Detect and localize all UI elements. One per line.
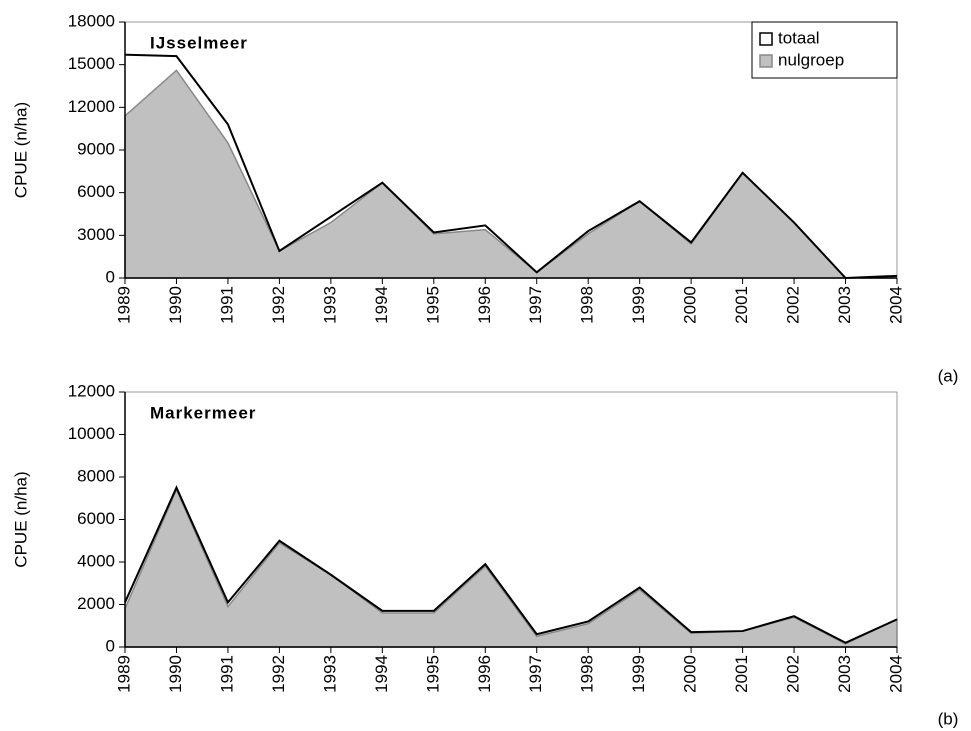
x-tick-label: 1993 (320, 286, 339, 324)
x-tick-label: 2000 (681, 286, 700, 324)
x-tick-label: 1997 (526, 655, 545, 693)
y-tick-label: 0 (106, 636, 115, 655)
x-tick-label: 1990 (166, 286, 185, 324)
x-tick-label: 1999 (629, 655, 648, 693)
y-tick-label: 9000 (77, 139, 115, 158)
x-tick-label: 1989 (114, 286, 133, 324)
x-tick-label: 2004 (886, 655, 905, 693)
y-tick-label: 6000 (77, 509, 115, 528)
x-tick-label: 1995 (423, 286, 442, 324)
y-tick-label: 15000 (68, 54, 115, 73)
x-tick-label: 1995 (423, 655, 442, 693)
x-tick-label: 1998 (578, 655, 597, 693)
y-tick-label: 18000 (68, 11, 115, 30)
y-tick-label: 0 (106, 267, 115, 286)
x-tick-label: 2000 (681, 655, 700, 693)
line (124, 485, 898, 644)
x-tick-label: 1994 (372, 655, 391, 693)
x-tick-label: 1999 (629, 286, 648, 324)
x-tick-label: 1992 (269, 655, 288, 693)
x-tick-label: 1991 (217, 286, 236, 324)
x-tick-label: 1994 (372, 286, 391, 324)
y-tick-label: 10000 (68, 424, 115, 443)
y-axis-label: CPUE (n/ha) (11, 102, 30, 198)
chart-title: IJsselmeer (150, 33, 248, 52)
x-tick-label: 1991 (217, 655, 236, 693)
x-tick-label: 1996 (475, 655, 494, 693)
legend-swatch (759, 54, 773, 68)
legend-box (751, 21, 898, 79)
annotation: (a) (938, 366, 959, 385)
y-tick-label: 6000 (77, 182, 115, 201)
legend-swatch (759, 32, 773, 46)
x-tick-label: 1990 (166, 655, 185, 693)
legend-label: nulgroep (778, 50, 844, 69)
x-tick-label: 2001 (732, 655, 751, 693)
x-tick-label: 2004 (886, 286, 905, 324)
annotation: (b) (938, 709, 959, 728)
legend-label: totaal (778, 28, 820, 47)
x-tick-label: 1997 (526, 286, 545, 324)
area (124, 487, 898, 648)
x-tick-label: 1993 (320, 655, 339, 693)
y-axis-label: CPUE (n/ha) (11, 471, 30, 567)
x-tick-label: 1998 (578, 286, 597, 324)
y-tick-label: 12000 (68, 97, 115, 116)
x-tick-label: 2003 (835, 286, 854, 324)
y-tick-label: 4000 (77, 551, 115, 570)
x-tick-label: 1996 (475, 286, 494, 324)
y-tick-label: 3000 (77, 225, 115, 244)
y-tick-label: 12000 (68, 381, 115, 400)
y-tick-label: 2000 (77, 594, 115, 613)
x-tick-label: 2001 (732, 286, 751, 324)
area (124, 69, 897, 279)
x-tick-label: 2002 (784, 655, 803, 693)
x-tick-label: 1989 (114, 655, 133, 693)
x-tick-label: 2002 (784, 286, 803, 324)
x-tick-label: 2003 (835, 655, 854, 693)
y-tick-label: 8000 (77, 466, 115, 485)
line (124, 53, 898, 280)
x-tick-label: 1992 (269, 286, 288, 324)
chart-title: Markermeer (150, 403, 256, 422)
